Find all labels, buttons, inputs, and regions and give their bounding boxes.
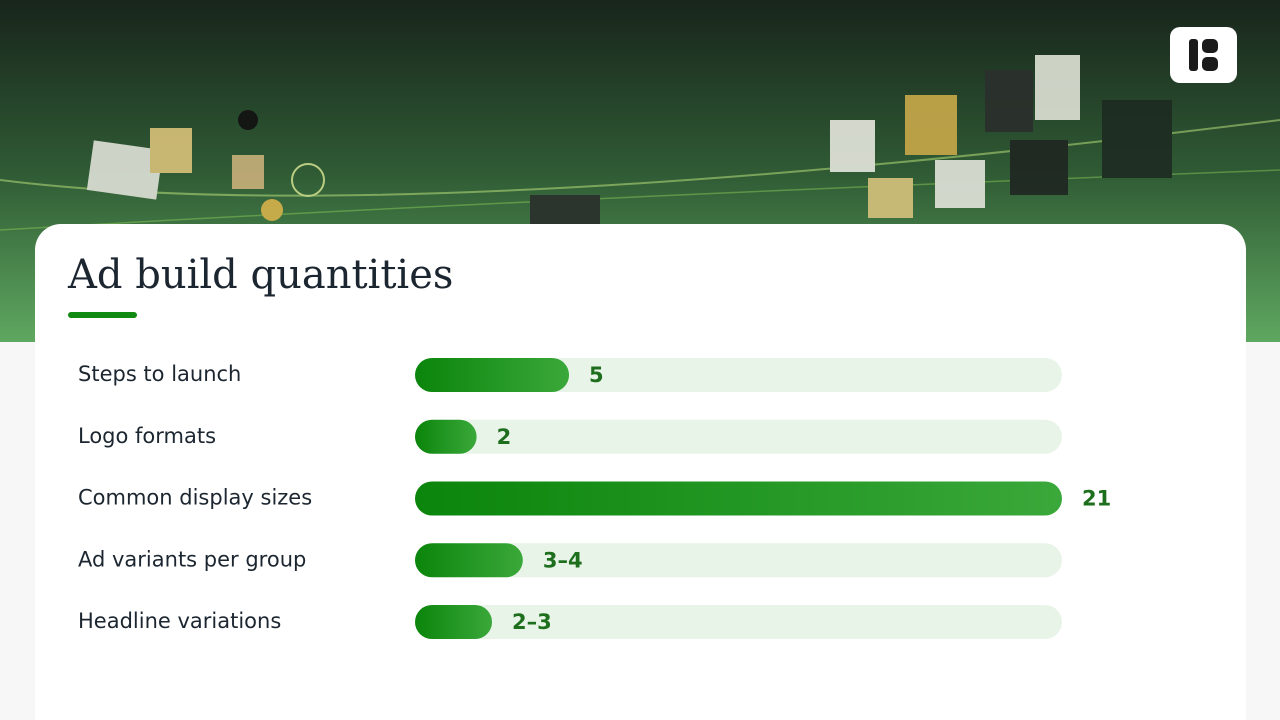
category-label: Steps to launch [78,362,241,386]
bar [415,605,493,639]
bar [415,543,523,578]
logo-badge [1170,27,1237,83]
bar-track [415,543,1062,578]
logo [1189,39,1218,71]
bar-track [415,605,1062,639]
value-label: 2 [497,425,512,449]
bar-track [415,419,1062,454]
title-underline [68,312,137,318]
chart-title: Ad build quantities [67,252,453,298]
bar [415,481,1062,516]
bar [415,358,570,392]
category-label: Headline variations [78,609,281,633]
category-label: Logo formats [78,424,216,448]
value-label: 3–4 [543,548,583,572]
value-label: 21 [1082,487,1111,511]
bar [415,419,477,454]
category-label: Common display sizes [78,486,312,510]
decor [0,55,1280,231]
card [35,224,1246,720]
category-label: Ad variants per group [78,547,306,571]
value-label: 2–3 [512,610,552,634]
plot: Steps to launch 5 Logo formats 2 Common disp… [78,358,1111,639]
bar-track [415,358,1062,392]
value-label: 5 [589,363,604,387]
